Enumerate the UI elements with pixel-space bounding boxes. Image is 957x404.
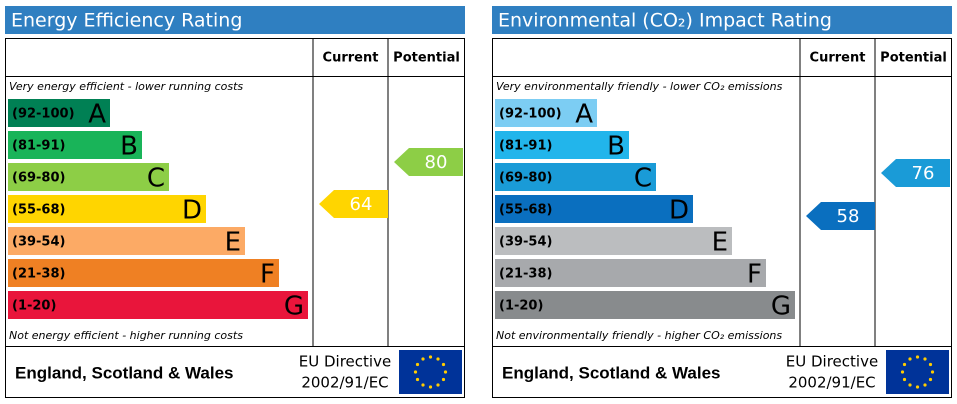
eu-star	[928, 377, 933, 382]
rating-arrow	[806, 202, 875, 230]
rating-panel: Environmental (CO₂) Impact Rating Current…	[492, 6, 952, 398]
rating-value: 76	[912, 163, 935, 184]
band-letter: G	[771, 292, 791, 322]
column-header: Potential	[393, 51, 460, 66]
band-range: (92-100)	[12, 107, 75, 122]
panel-title: Energy Efficiency Rating	[11, 10, 242, 32]
eu-star	[413, 370, 418, 374]
band-range: (92-100)	[499, 107, 562, 122]
eu-star	[915, 355, 920, 359]
band-range: (39-54)	[499, 235, 552, 250]
eu-star	[436, 357, 440, 361]
title-bar	[5, 6, 465, 34]
eu-star	[415, 362, 420, 367]
eu-star	[428, 355, 433, 359]
column-header: Potential	[880, 51, 947, 66]
eu-star	[428, 385, 433, 389]
band-bar	[495, 259, 766, 287]
rating-arrow	[394, 148, 463, 176]
column-header: Current	[323, 51, 379, 66]
eu-star	[923, 383, 927, 387]
band-letter: C	[634, 164, 652, 194]
eu-star	[443, 370, 448, 374]
band-bar	[495, 131, 629, 159]
band-letter: E	[225, 228, 241, 258]
eu-star	[930, 370, 935, 374]
band-range: (55-68)	[12, 203, 65, 218]
band-bar	[495, 195, 693, 223]
rating-arrow	[319, 190, 388, 218]
rating-value: 58	[837, 206, 860, 227]
band-letter: E	[712, 228, 728, 258]
panel-title: Environmental (CO₂) Impact Rating	[498, 10, 832, 32]
eu-star	[928, 362, 933, 367]
band-letter: A	[88, 100, 106, 130]
band-letter: G	[284, 292, 304, 322]
band-bar	[495, 163, 656, 191]
band-range: (55-68)	[499, 203, 552, 218]
top-note: Very environmentally friendly - lower CO…	[496, 80, 783, 93]
band-range: (81-91)	[499, 139, 552, 154]
eu-star	[915, 385, 920, 389]
eu-star	[900, 370, 905, 374]
eu-star	[436, 383, 440, 387]
eu-star	[421, 383, 425, 387]
band-range: (21-38)	[499, 267, 552, 282]
band-letter: F	[260, 260, 275, 290]
band-bar	[8, 291, 308, 319]
band-bar	[8, 259, 279, 287]
rating-panel: Energy Efficiency Rating Current Potential…	[5, 6, 465, 398]
eu-star	[415, 377, 420, 382]
footer-directive: EU Directive	[299, 353, 391, 371]
band-letter: D	[182, 196, 202, 226]
band-range: (1-20)	[499, 299, 543, 314]
band-letter: D	[669, 196, 689, 226]
footer-region: England, Scotland & Wales	[502, 363, 721, 382]
bottom-note: Not energy efficient - higher running co…	[9, 329, 243, 342]
band-bar	[8, 195, 206, 223]
footer-directive: 2002/91/EC	[301, 374, 388, 392]
band-bar	[8, 131, 142, 159]
band-bar	[495, 291, 795, 319]
footer-directive: EU Directive	[786, 353, 878, 371]
column-header: Current	[810, 51, 866, 66]
eu-star	[908, 357, 912, 361]
rating-value: 80	[425, 152, 448, 173]
band-bar	[8, 227, 245, 255]
rating-arrow	[881, 159, 950, 187]
eu-star	[902, 362, 907, 367]
top-note: Very energy efficient - lower running co…	[9, 80, 243, 93]
band-bar	[495, 99, 597, 127]
footer-region: England, Scotland & Wales	[15, 363, 234, 382]
eu-star	[908, 383, 912, 387]
band-range: (69-80)	[12, 171, 65, 186]
band-range: (39-54)	[12, 235, 65, 250]
band-letter: B	[607, 132, 625, 162]
footer-directive: 2002/91/EC	[788, 374, 875, 392]
eu-star	[923, 357, 927, 361]
band-letter: A	[575, 100, 593, 130]
band-range: (69-80)	[499, 171, 552, 186]
eu-star	[441, 377, 446, 382]
eu-star	[441, 362, 446, 367]
title-bar	[492, 6, 952, 34]
band-range: (81-91)	[12, 139, 65, 154]
band-bar	[8, 163, 169, 191]
eu-star	[902, 377, 907, 382]
band-range: (1-20)	[12, 299, 56, 314]
band-letter: F	[747, 260, 762, 290]
rating-value: 64	[350, 194, 373, 215]
band-letter: C	[147, 164, 165, 194]
eu-star	[421, 357, 425, 361]
band-range: (21-38)	[12, 267, 65, 282]
band-bar	[495, 227, 732, 255]
bottom-note: Not environmentally friendly - higher CO…	[496, 329, 782, 342]
band-bar	[8, 99, 110, 127]
band-letter: B	[120, 132, 138, 162]
